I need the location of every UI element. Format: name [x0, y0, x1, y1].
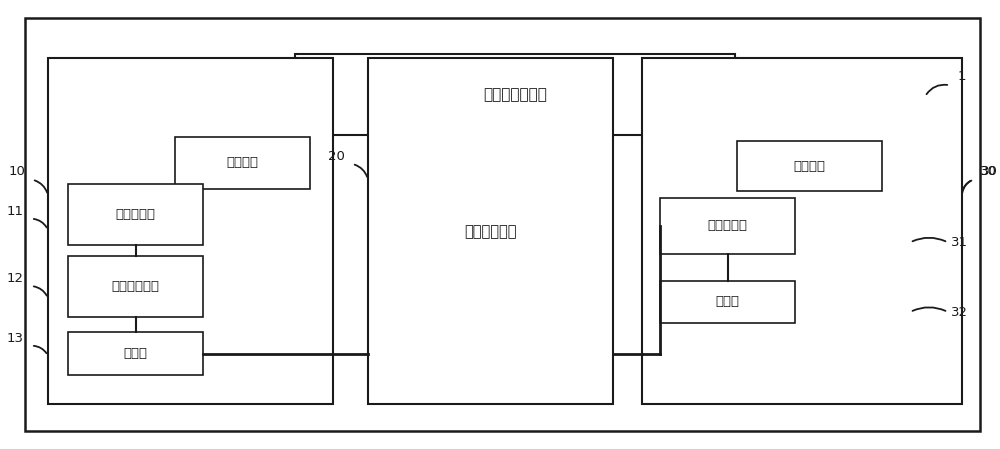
Bar — [175, 137, 310, 189]
Bar — [68, 332, 203, 375]
Text: 10: 10 — [8, 165, 25, 178]
Text: 32: 32 — [951, 306, 968, 318]
Text: 30: 30 — [980, 165, 997, 178]
Text: 12: 12 — [7, 272, 24, 285]
Text: 1: 1 — [958, 70, 966, 83]
Bar — [660, 198, 795, 254]
Text: 13: 13 — [7, 332, 24, 345]
Bar — [660, 281, 795, 323]
Text: 30: 30 — [981, 165, 998, 178]
Text: 20: 20 — [328, 150, 345, 163]
Text: 驱动电路: 驱动电路 — [226, 156, 258, 169]
Bar — [68, 256, 203, 317]
Text: 11: 11 — [7, 205, 24, 218]
Bar — [368, 58, 613, 404]
Bar — [642, 58, 962, 404]
Bar — [737, 141, 882, 191]
Text: 单光子探测器: 单光子探测器 — [464, 224, 517, 239]
Bar — [295, 54, 735, 135]
Bar — [48, 58, 333, 404]
Text: 变压器: 变压器 — [124, 347, 148, 360]
Text: 计时器: 计时器 — [716, 295, 740, 308]
Text: 电子接收器: 电子接收器 — [708, 219, 748, 232]
Text: 31: 31 — [951, 236, 968, 249]
Text: 单光子计数装置: 单光子计数装置 — [483, 87, 547, 102]
Bar — [68, 184, 203, 245]
Text: 计时电路: 计时电路 — [794, 160, 826, 172]
Text: 射频放大电路: 射频放大电路 — [112, 280, 160, 293]
Text: 锁相环电路: 锁相环电路 — [116, 208, 156, 221]
